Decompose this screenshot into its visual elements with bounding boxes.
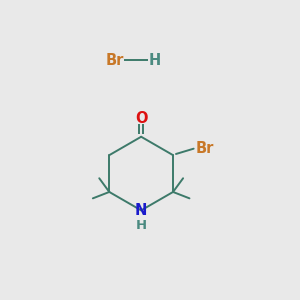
Text: N: N [135,203,147,218]
Text: Br: Br [196,141,214,156]
Text: H: H [136,219,147,232]
Text: O: O [135,111,147,126]
Text: H: H [148,53,160,68]
Text: Br: Br [106,53,124,68]
